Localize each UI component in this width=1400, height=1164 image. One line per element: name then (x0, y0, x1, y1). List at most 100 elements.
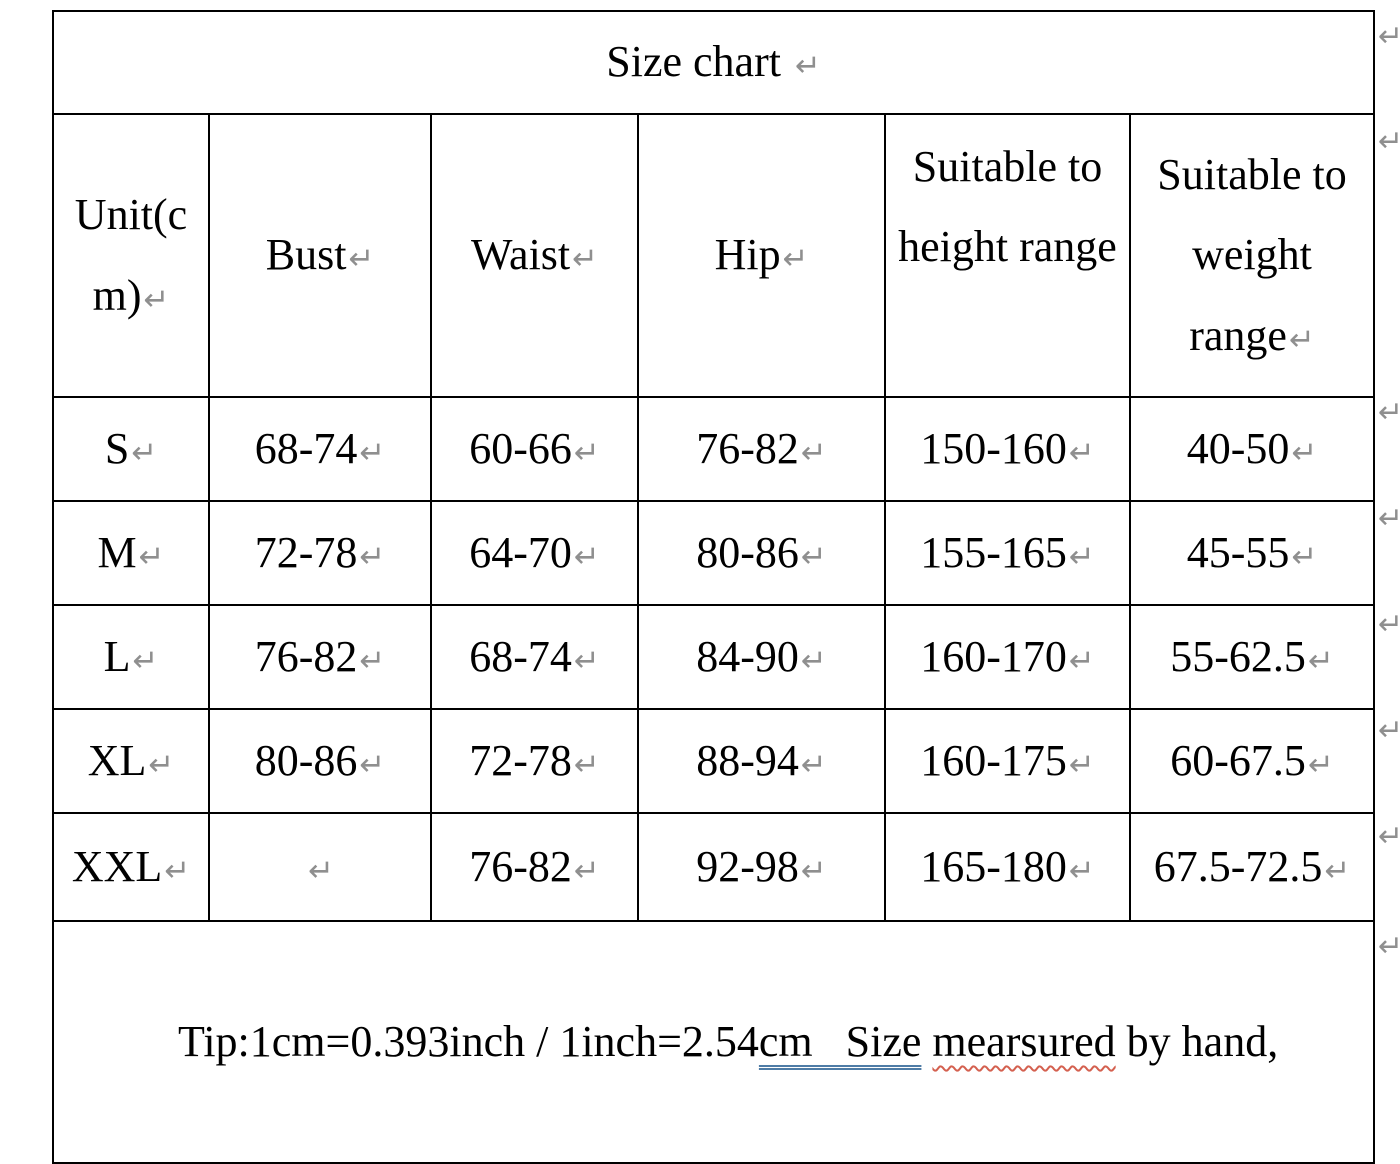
row-end-mark-icon: ↵ (1378, 929, 1400, 964)
table-cell: 155-165↵ (884, 500, 1131, 606)
paragraph-mark-icon: ↵ (800, 642, 827, 679)
paragraph-mark-icon: ↵ (1291, 434, 1318, 471)
row-end-mark-icon: ↵ (1378, 607, 1400, 642)
paragraph-mark-icon: ↵ (573, 852, 600, 889)
table-row-xl: XL↵ 80-86↵ 72-78↵ 88-94↵ 160-175↵ 60-67.… (52, 708, 1376, 814)
header-label-hip: Hip (714, 230, 781, 280)
table-cell: 76-82↵ (208, 604, 432, 710)
table-cell: 45-55↵ (1128, 500, 1376, 606)
table-row-m: M↵ 72-78↵ 64-70↵ 80-86↵ 155-165↵ 45-55↵ (52, 500, 1376, 606)
paragraph-mark-icon: ↵ (794, 48, 821, 85)
paragraph-mark-icon: ↵ (359, 746, 386, 783)
table-cell: 40-50↵ (1128, 396, 1376, 502)
paragraph-mark-icon: ↵ (800, 746, 827, 783)
table-cell: 67.5-72.5↵ (1128, 812, 1376, 922)
paragraph-mark-icon: ↵ (1324, 852, 1351, 889)
paragraph-mark-icon: ↵ (308, 852, 334, 889)
table-cell: 72-78↵ (208, 500, 432, 606)
paragraph-mark-icon: ↵ (800, 434, 827, 471)
paragraph-mark-icon: ↵ (359, 642, 386, 679)
table-row-s: S↵ 68-74↵ 60-66↵ 76-82↵ 150-160↵ 40-50↵ (52, 396, 1376, 502)
paragraph-mark-icon: ↵ (359, 434, 386, 471)
paragraph-mark-icon: ↵ (1068, 746, 1095, 783)
table-cell: 55-62.5↵ (1128, 604, 1376, 710)
table-cell: 150-160↵ (884, 396, 1131, 502)
table-cell: XL↵ (52, 708, 210, 814)
table-cell: 72-78↵ (430, 708, 639, 814)
paragraph-mark-icon: ↵ (573, 642, 600, 679)
header-cell-waist: Waist↵ (430, 113, 639, 398)
paragraph-mark-icon: ↵ (1068, 642, 1095, 679)
paragraph-mark-icon: ↵ (573, 746, 600, 783)
header-label-bust: Bust (265, 230, 347, 280)
table-title-cell: Size chart ↵ (51, 10, 1376, 115)
table-cell: 76-82↵ (430, 812, 639, 922)
paragraph-mark-icon: ↵ (138, 538, 165, 575)
table-cell: 64-70↵ (430, 500, 639, 606)
table-cell-empty: ↵ (208, 812, 432, 922)
table-cell: 76-82↵ (637, 396, 886, 502)
paragraph-mark-icon: ↵ (572, 241, 598, 278)
title-row: Size chart ↵ (51, 10, 1376, 115)
header-label-unit: Unit(cm) (74, 190, 188, 320)
header-label-height-range: Suitable to height range (898, 142, 1117, 272)
paragraph-mark-icon: ↵ (1068, 852, 1095, 889)
table-row-xxl: XXL↵ ↵ 76-82↵ 92-98↵ 165-180↵ 67.5-72.5↵ (52, 812, 1376, 922)
table-cell: 68-74↵ (430, 604, 639, 710)
paragraph-mark-icon: ↵ (132, 642, 159, 679)
table-cell: S↵ (52, 396, 210, 502)
tip-misspelled-word: mearsured (932, 1017, 1116, 1067)
table-cell: 60-66↵ (430, 396, 639, 502)
paragraph-mark-icon: ↵ (1307, 642, 1334, 679)
table-cell: 165-180↵ (884, 812, 1131, 922)
paragraph-mark-icon: ↵ (143, 281, 170, 318)
table-cell: XXL↵ (52, 812, 210, 922)
tip-text: Tip:1cm=0.393inch / 1inch=2.54 (178, 1017, 759, 1067)
table-cell: 84-90↵ (637, 604, 886, 710)
paragraph-mark-icon: ↵ (800, 538, 827, 575)
table-cell: 60-67.5↵ (1128, 708, 1376, 814)
table-row-l: L↵ 76-82↵ 68-74↵ 84-90↵ 160-170↵ 55-62.5… (52, 604, 1376, 710)
header-label-waist: Waist (471, 230, 571, 280)
table-cell: 88-94↵ (637, 708, 886, 814)
row-end-mark-icon: ↵ (1378, 819, 1400, 854)
header-cell-height-range: Suitable to height range (884, 113, 1131, 398)
document-page: { "marks": { "pilcrow": "↵" }, "colors":… (51, 10, 1400, 1164)
header-cell-bust: Bust↵ (208, 113, 432, 398)
table-cell: 80-86↵ (637, 500, 886, 606)
row-end-mark-icon: ↵ (1378, 395, 1400, 430)
tip-separator (921, 1017, 932, 1066)
tip-text-end: by hand, (1115, 1017, 1279, 1067)
paragraph-mark-icon: ↵ (131, 434, 158, 471)
paragraph-mark-icon: ↵ (800, 852, 827, 889)
tip-grammar-underlined-text: cm Size (758, 1017, 922, 1067)
paragraph-mark-icon: ↵ (1291, 538, 1318, 575)
table-cell: 92-98↵ (637, 812, 886, 922)
table-cell: 160-170↵ (884, 604, 1131, 710)
paragraph-mark-icon: ↵ (1068, 434, 1095, 471)
row-end-mark-icon: ↵ (1378, 124, 1400, 159)
row-end-mark-icon: ↵ (1378, 501, 1400, 536)
paragraph-mark-icon: ↵ (1307, 746, 1334, 783)
table-title: Size chart (606, 37, 781, 87)
table-cell: M↵ (52, 500, 210, 606)
paragraph-mark-icon: ↵ (348, 241, 375, 278)
table-cell: 68-74↵ (208, 396, 432, 502)
table-cell: 160-175↵ (884, 708, 1131, 814)
paragraph-mark-icon: ↵ (573, 434, 600, 471)
header-label-weight-range: Suitable to weight range (1157, 150, 1347, 360)
paragraph-mark-icon: ↵ (148, 746, 175, 783)
header-cell-hip: Hip↵ (637, 113, 886, 398)
table-cell: 80-86↵ (208, 708, 432, 814)
header-cell-unit: Unit(cm)↵ (52, 113, 210, 398)
size-chart-table: Size chart ↵ Unit(cm)↵ Bust↵ Waist↵ Hip↵ … (51, 10, 1376, 1164)
paragraph-mark-icon: ↵ (1288, 321, 1315, 358)
table-cell: L↵ (52, 604, 210, 710)
paragraph-mark-icon: ↵ (1068, 538, 1095, 575)
tip-row: Tip:1cm=0.393inch / 1inch=2.54cm Size me… (51, 919, 1376, 1164)
paragraph-mark-icon: ↵ (164, 852, 191, 889)
paragraph-mark-icon: ↵ (782, 241, 809, 278)
tip-cell: Tip:1cm=0.393inch / 1inch=2.54cm Size me… (51, 919, 1376, 1164)
paragraph-mark-icon: ↵ (573, 538, 600, 575)
header-row: Unit(cm)↵ Bust↵ Waist↵ Hip↵ Suitable to … (52, 113, 1376, 398)
